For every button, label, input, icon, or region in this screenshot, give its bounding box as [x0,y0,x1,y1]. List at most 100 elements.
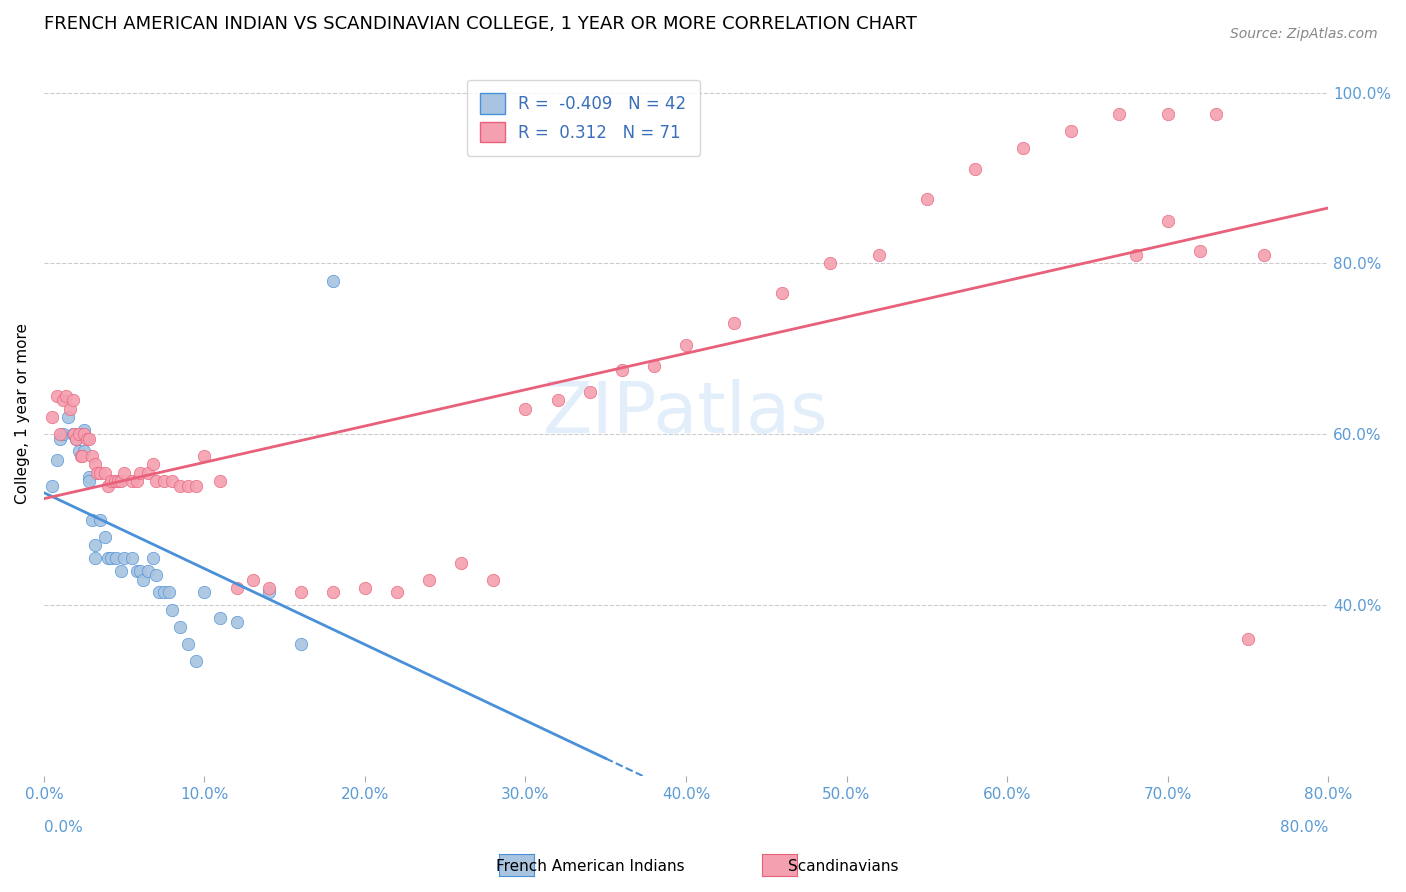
Point [77,475,100,489]
Point [610,363,633,377]
Point [1060,124,1083,138]
Text: ZIPatlas: ZIPatlas [543,378,828,448]
Point [193,585,215,599]
Point [820,256,842,270]
Point [515,401,537,416]
Point [84,551,107,566]
Point [450,556,472,570]
Text: French American Indians: French American Indians [496,859,685,874]
Point [97,478,120,492]
Point [45,389,67,403]
Text: 0.0%: 0.0% [44,820,83,835]
Point [177,478,200,492]
Point [94,466,117,480]
Point [49,432,72,446]
Point [225,615,247,630]
Point [209,611,232,625]
Point [121,551,143,566]
Point [723,316,745,330]
Text: Source: ZipAtlas.com: Source: ZipAtlas.com [1230,27,1378,41]
Point [100,475,122,489]
Text: FRENCH AMERICAN INDIAN VS SCANDINAVIAN COLLEGE, 1 YEAR OR MORE CORRELATION CHART: FRENCH AMERICAN INDIAN VS SCANDINAVIAN C… [44,15,917,33]
Y-axis label: College, 1 year or more: College, 1 year or more [15,323,30,503]
Point [142,457,165,471]
Point [418,573,440,587]
Point [89,513,111,527]
Point [84,539,107,553]
Point [322,274,344,288]
Point [868,248,890,262]
Point [97,551,120,566]
Point [84,457,107,471]
Point [148,585,170,599]
Point [482,573,505,587]
Point [193,449,215,463]
Point [62,393,84,408]
Point [153,585,176,599]
Point [103,475,125,489]
Point [69,449,91,463]
Point [162,602,184,616]
Point [52,393,75,408]
Point [136,466,159,480]
Point [125,475,148,489]
Legend: R =  -0.409   N = 42, R =  0.312   N = 71: R = -0.409 N = 42, R = 0.312 N = 71 [467,80,700,155]
Point [1156,213,1178,227]
Point [915,193,938,207]
Point [105,551,128,566]
Point [157,585,180,599]
Point [1108,107,1130,121]
Point [112,466,135,480]
Point [322,585,344,599]
Point [225,581,247,595]
Point [1253,248,1275,262]
Point [45,453,67,467]
Text: Scandinavians: Scandinavians [789,859,898,874]
Point [136,564,159,578]
Point [65,432,87,446]
Point [67,427,90,442]
Point [290,637,312,651]
Point [153,475,176,489]
Point [257,581,280,595]
Point [145,475,167,489]
Point [242,573,264,587]
Point [89,466,111,480]
Point [169,620,191,634]
Point [209,475,232,489]
Point [49,427,72,442]
Point [963,162,986,177]
Point [110,564,132,578]
Point [1012,141,1035,155]
Point [169,478,191,492]
Point [142,551,165,566]
Point [86,466,108,480]
Point [77,470,100,484]
Point [65,432,87,446]
Point [76,432,98,446]
Point [56,410,79,425]
Point [1125,248,1147,262]
Point [77,432,100,446]
Point [145,568,167,582]
Point [385,585,408,599]
Point [290,585,312,599]
Point [80,513,103,527]
Point [125,564,148,578]
Point [186,478,208,492]
Point [186,654,208,668]
Point [578,384,600,399]
Point [643,359,665,373]
Point [62,427,84,442]
Point [55,389,77,403]
Text: 80.0%: 80.0% [1279,820,1329,835]
Point [41,478,63,492]
Point [257,585,280,599]
Point [129,466,152,480]
Point [1188,244,1211,258]
Point [1205,107,1227,121]
Point [1237,632,1260,647]
Point [67,444,90,458]
Point [73,444,96,458]
Point [72,449,94,463]
